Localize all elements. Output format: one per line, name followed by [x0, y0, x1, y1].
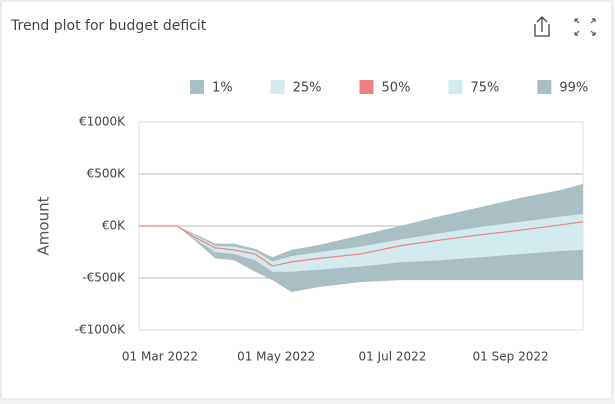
legend-swatch [448, 80, 463, 94]
share-icon[interactable] [534, 16, 550, 37]
legend-swatch [359, 80, 374, 94]
expand-icon[interactable] [574, 18, 596, 36]
legend-swatch [270, 80, 285, 94]
line [139, 221, 584, 267]
legend-label: 99% [559, 81, 588, 96]
legend-swatch [190, 80, 204, 94]
band [139, 183, 583, 293]
y-tick-label: -€500K [82, 271, 126, 285]
y-tick-label: €500K [87, 167, 127, 181]
y-tick-label: -€1000K [75, 323, 127, 337]
y-axis-label: Amount [35, 196, 53, 255]
y-tick-label: €1000K [79, 115, 126, 129]
legend-label: 1% [212, 81, 233, 96]
x-tick-label: 01 Mar 2022 [122, 350, 198, 364]
x-tick-label: 01 Sep 2022 [473, 350, 549, 364]
band [139, 214, 583, 272]
legend-label: 75% [470, 81, 499, 96]
legend-label: 25% [293, 81, 322, 96]
x-tick-label: 01 May 2022 [237, 350, 315, 364]
y-tick-label: €0K [102, 219, 126, 233]
legend-swatch [537, 80, 552, 94]
legend-label: 50% [382, 81, 411, 96]
chart-title: Trend plot for budget deficit [10, 18, 207, 34]
x-tick-label: 01 Jul 2022 [358, 350, 426, 364]
